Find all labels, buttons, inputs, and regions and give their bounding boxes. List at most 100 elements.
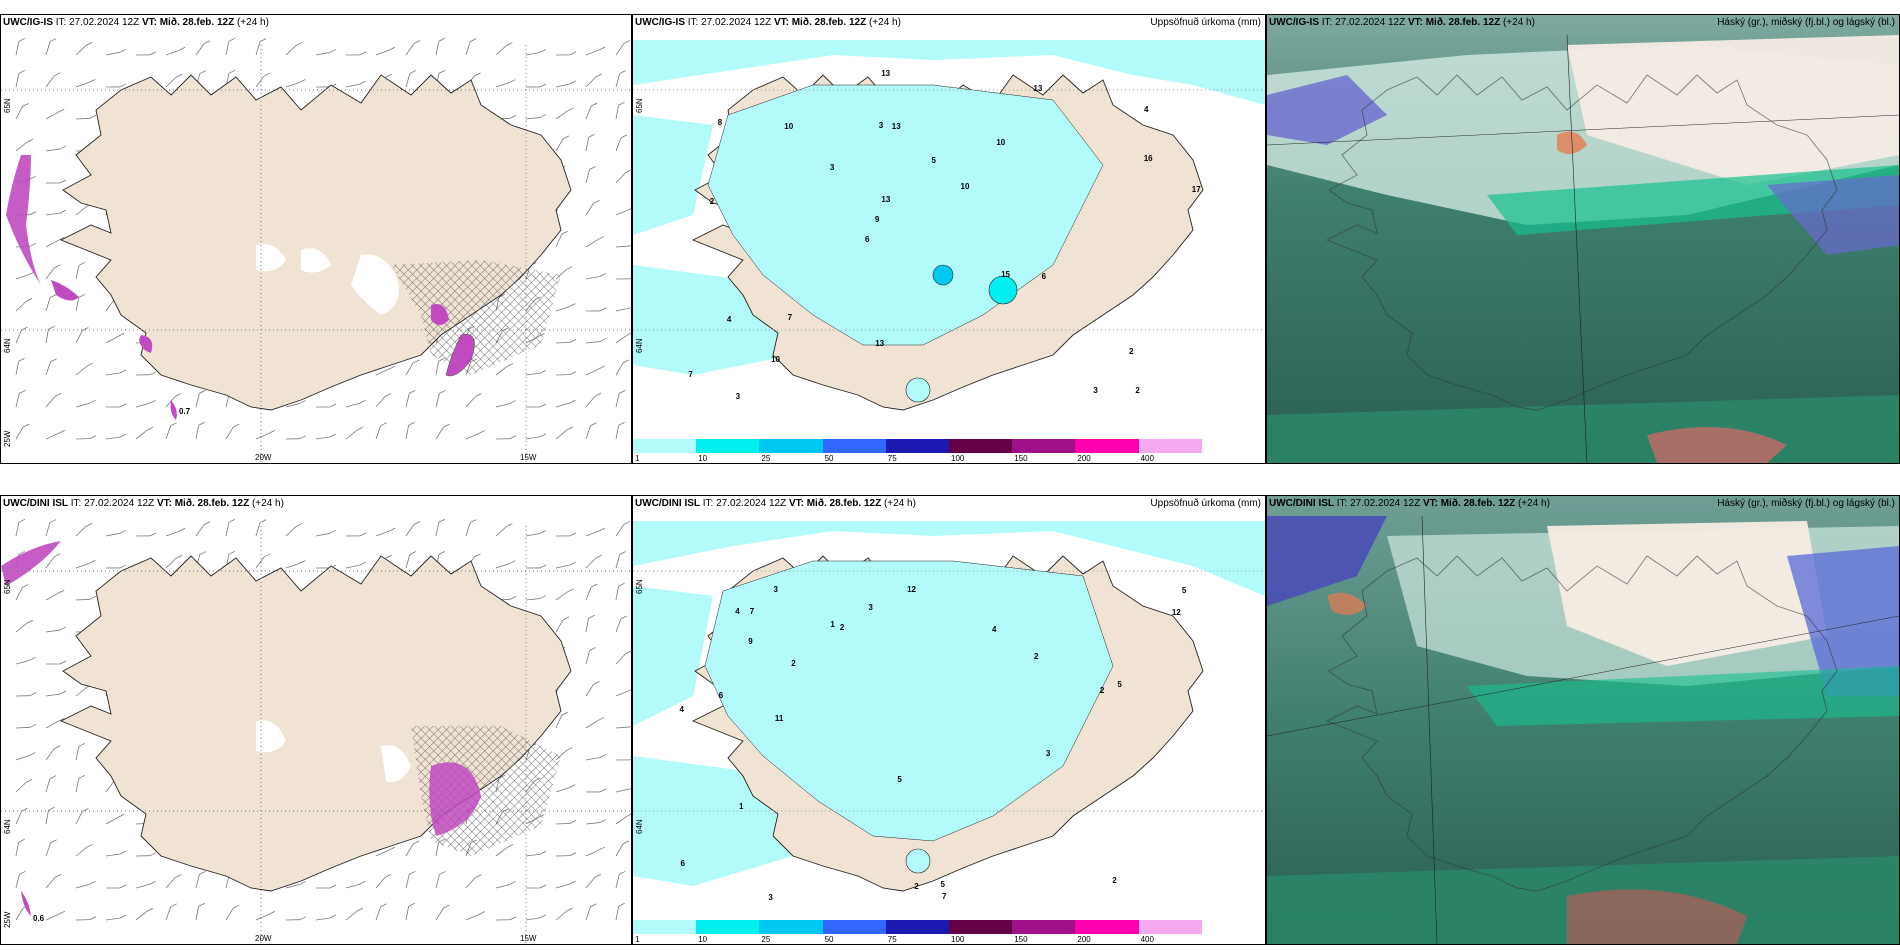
colorbar-swatch	[696, 439, 761, 453]
precip-map	[633, 15, 1265, 463]
precip-value-label: 4	[991, 625, 997, 635]
precip-value-label: 13	[881, 69, 891, 79]
precip-value-label: 2	[1034, 651, 1039, 661]
colorbar-tick: 75	[887, 454, 897, 463]
colorbar-swatch	[1012, 920, 1077, 934]
precip-value-label: 5	[1181, 585, 1187, 595]
precip-value-label: 13	[875, 338, 885, 348]
precip-value-label: 4	[1143, 105, 1149, 115]
colorbar-tick: 25	[761, 454, 771, 463]
precip-value-label: 8	[717, 117, 723, 127]
wind-map	[1, 496, 631, 944]
lon-label: 15W	[520, 934, 537, 943]
lat-label: 64N	[635, 338, 644, 353]
precip-value-label: 10	[960, 181, 970, 191]
precip-value-label: 4	[726, 315, 732, 325]
precip-value-label: 15	[1001, 269, 1010, 279]
precip-value-label: 13	[891, 121, 901, 131]
colorbar-tick: 400	[1140, 935, 1154, 944]
panel-header: UWC/IG-IS IT: 27.02.2024 12Z VT: Mið. 28…	[1269, 17, 1535, 28]
precip-value-label: 6	[865, 235, 870, 245]
precip-value-label: 10	[996, 138, 1006, 148]
precip-value-label: 13	[1033, 84, 1043, 94]
panel-header: UWC/IG-IS IT: 27.02.2024 12Z VT: Mið. 28…	[3, 17, 269, 28]
lon-label-corner: 25W	[3, 911, 12, 928]
precip-value-label: 10	[771, 355, 780, 365]
precip-value-label: 1	[830, 620, 835, 630]
precip-value-label: 9	[874, 215, 880, 225]
precip-value-label: 9	[748, 637, 753, 647]
colorbar-swatch	[822, 920, 887, 934]
precip-value-label: 11	[774, 713, 784, 723]
precip-value-label: 1	[739, 801, 744, 811]
colorbar-tick: 25	[761, 935, 771, 944]
precip-value-label: 3	[878, 120, 884, 130]
lat-label: 65N	[635, 98, 644, 113]
colorbar-tick: 150	[1014, 454, 1028, 463]
precip-value-label: 2	[1128, 346, 1134, 356]
colorbar-tick: 400	[1140, 454, 1154, 463]
precip-value-label: 13	[881, 195, 891, 205]
colorbar-swatch	[885, 920, 950, 934]
lat-label: 65N	[3, 98, 12, 113]
precip-value-label: 2	[791, 658, 796, 668]
precip-value-label: 4	[735, 607, 740, 617]
precip-value-label: 3	[1045, 749, 1051, 759]
colorbar-tick: 100	[951, 935, 965, 944]
colorbar-tick: 50	[824, 454, 834, 463]
precip-value-label: 7	[942, 891, 947, 901]
precip-value-label: 7	[688, 370, 693, 380]
precip-value-label: 2	[709, 196, 715, 206]
colorbar-swatch	[1138, 920, 1203, 934]
snow-value-label: 0.6	[33, 914, 45, 923]
precip-colorbar: 1 10 25 50 75 100 150 200 400	[633, 439, 1265, 463]
snow-value-label: 0.7	[179, 407, 191, 416]
precip-value-label: 16	[1143, 153, 1153, 163]
colorbar-swatch	[1201, 439, 1265, 453]
precip-value-label: 12	[1171, 607, 1181, 617]
colorbar-swatch	[633, 920, 698, 934]
colorbar-tick: 100	[951, 454, 965, 463]
colorbar-tick: 200	[1077, 454, 1091, 463]
precip-value-label: 2	[914, 882, 919, 892]
cloud-map	[1267, 15, 1899, 463]
colorbar-swatch	[949, 920, 1014, 934]
panel-header: UWC/DINI ISL IT: 27.02.2024 12Z VT: Mið.…	[3, 498, 284, 509]
lon-label: 20W	[255, 453, 272, 462]
map-panel-wind-top: UWC/IG-IS IT: 27.02.2024 12Z VT: Mið. 28…	[0, 14, 632, 464]
lat-label: 64N	[3, 819, 12, 834]
panel-header: UWC/IG-IS IT: 27.02.2024 12Z VT: Mið. 28…	[635, 17, 901, 28]
precip-value-label: 17	[1191, 185, 1201, 195]
lat-label: 65N	[635, 579, 644, 594]
colorbar-swatch	[949, 439, 1014, 453]
precip-value-label: 2	[839, 623, 845, 633]
colorbar-tick: 75	[887, 935, 897, 944]
colorbar-swatch	[1138, 439, 1203, 453]
colorbar-swatch	[885, 439, 950, 453]
colorbar-tick: 10	[698, 454, 708, 463]
colorbar-swatch	[1201, 920, 1265, 934]
precip-colorbar: 1 10 25 50 75 100 150 200 400	[633, 920, 1265, 944]
precip-value-label: 5	[940, 879, 945, 889]
colorbar-tick: 10	[698, 935, 708, 944]
lat-label: 64N	[3, 338, 12, 353]
precip-value-label: 6	[1041, 272, 1047, 282]
panel-title: Uppsöfnuð úrkoma (mm)	[1150, 17, 1261, 28]
panel-title: Háský (gr.), miðský (fj.bl.) og lágský (…	[1717, 498, 1895, 509]
precip-value-label: 10	[784, 122, 794, 132]
precip-value-label: 2	[1112, 875, 1117, 885]
colorbar-tick: 50	[824, 935, 834, 944]
panel-header: UWC/DINI ISL IT: 27.02.2024 12Z VT: Mið.…	[1269, 498, 1550, 509]
lon-label: 20W	[255, 934, 272, 943]
precip-value-label: 2	[1135, 386, 1140, 396]
map-panel-wind-bottom: UWC/DINI ISL IT: 27.02.2024 12Z VT: Mið.…	[0, 495, 632, 945]
precip-map	[633, 496, 1265, 944]
lat-label: 64N	[635, 819, 644, 834]
lon-label: 15W	[520, 453, 537, 462]
colorbar-swatch	[1012, 439, 1077, 453]
precip-value-label: 3	[768, 893, 773, 903]
map-panel-clouds-bottom: UWC/DINI ISL IT: 27.02.2024 12Z VT: Mið.…	[1266, 495, 1900, 945]
precip-value-label: 2	[1099, 686, 1105, 696]
precip-value-label: 3	[868, 603, 873, 613]
panel-header: UWC/DINI ISL IT: 27.02.2024 12Z VT: Mið.…	[635, 498, 916, 509]
